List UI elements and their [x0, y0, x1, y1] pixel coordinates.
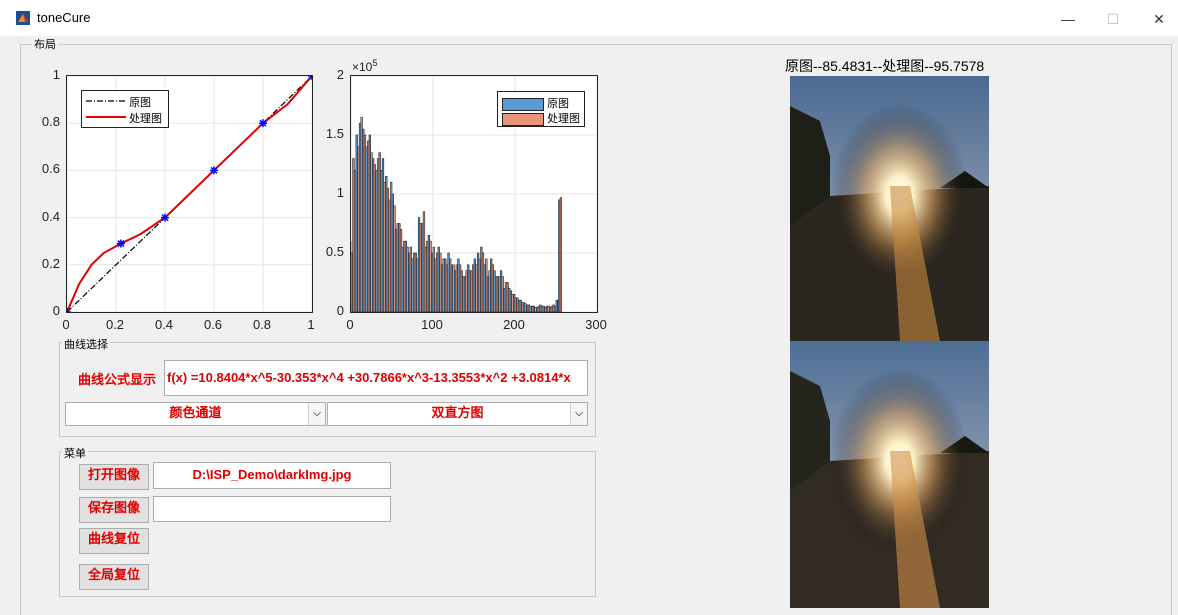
control-point-stroke — [67, 308, 71, 312]
curve-legend: 原图 处理图 — [81, 90, 169, 128]
curve-legend-original: 原图 — [86, 94, 151, 110]
histogram-x-tick: 300 — [585, 317, 607, 332]
save-image-button[interactable]: 保存图像 — [79, 497, 149, 523]
layout-panel: 布局 原图 处理图 原图 处理图 × — [12, 36, 1176, 615]
chevron-down-icon: ⌵ — [570, 403, 587, 425]
curve-legend-processed: 处理图 — [86, 110, 162, 126]
control-point — [210, 166, 218, 175]
orange-swatch-icon — [502, 112, 544, 126]
control-point-stroke — [117, 240, 125, 248]
curve-x-tick: 0.2 — [105, 317, 125, 332]
control-point-stroke — [308, 76, 312, 80]
histogram-y-tick: 0.5 — [325, 244, 344, 259]
histogram-exponent: ×105 — [352, 58, 378, 74]
open-path-field[interactable]: D:\ISP_Demo\darkImg.jpg — [153, 462, 391, 489]
curve-select-panel — [59, 342, 596, 437]
curve-y-tick: 0.8 — [41, 114, 60, 130]
menu-panel — [59, 451, 596, 597]
histogram-plot-svg[interactable] — [351, 76, 597, 312]
control-point — [259, 119, 267, 128]
curve-y-tick: 1 — [52, 67, 60, 82]
histogram-y-tick: 0 — [336, 303, 344, 318]
control-point — [67, 308, 71, 312]
reset-curve-button[interactable]: 曲线复位 — [79, 528, 149, 554]
formula-display: f(x) =10.8404*x^5-30.353*x^4 +30.7866*x^… — [164, 360, 588, 396]
chevron-down-icon: ⌵ — [308, 403, 325, 425]
histogram-legend-original: 原图 — [502, 95, 569, 111]
histogram-plot[interactable]: 原图 处理图 — [350, 75, 598, 313]
curve-y-tick: 0.4 — [41, 208, 60, 224]
solid-line-icon — [86, 116, 126, 118]
curve-x-tick: 0 — [62, 317, 70, 332]
curve-x-tick: 0.8 — [252, 317, 272, 332]
processed-image — [790, 341, 989, 608]
sunset-photo-original — [790, 76, 989, 341]
curve-x-tick: 0.6 — [203, 317, 223, 332]
histogram-x-tick: 200 — [503, 317, 525, 332]
curve-x-tick: 0.4 — [154, 317, 174, 332]
menu-label: 菜单 — [62, 445, 88, 461]
curve-y-tick: 0.6 — [41, 161, 60, 177]
histogram-bar-processed — [559, 197, 563, 312]
window-title: toneCure — [37, 10, 91, 25]
histogram-mode-dropdown[interactable]: 双直方图 ⌵ — [327, 402, 588, 426]
control-point-stroke — [210, 166, 218, 174]
layout-frame — [20, 44, 1172, 615]
histogram-x-tick: 100 — [421, 317, 443, 332]
color-channel-dropdown[interactable]: 颜色通道 ⌵ — [65, 402, 326, 426]
close-button[interactable]: ✕ — [1153, 11, 1165, 27]
curve-y-tick: 0 — [52, 303, 60, 318]
matlab-app-icon — [16, 11, 30, 25]
curve-x-tick: 1 — [307, 317, 315, 332]
control-point — [116, 239, 125, 248]
maximize-button[interactable]: ☐ — [1106, 11, 1120, 27]
layout-panel-label: 布局 — [32, 36, 58, 52]
minimize-button[interactable]: — — [1061, 11, 1075, 27]
sunset-photo-processed — [790, 341, 989, 608]
histogram-y-tick: 2 — [336, 67, 344, 82]
curve-plot[interactable]: 原图 处理图 — [66, 75, 313, 313]
formula-label: 曲线公式显示 — [78, 373, 157, 388]
histogram-legend-processed: 处理图 — [502, 110, 580, 126]
histogram-x-tick: 0 — [346, 317, 354, 332]
open-image-button[interactable]: 打开图像 — [79, 464, 149, 490]
histogram-y-tick: 1 — [336, 185, 344, 200]
histogram-legend: 原图 处理图 — [497, 91, 585, 127]
control-point-stroke — [161, 214, 169, 222]
control-point — [308, 76, 312, 80]
dashdot-line-icon — [86, 100, 126, 102]
curve-select-label: 曲线选择 — [62, 336, 110, 352]
control-point — [161, 213, 169, 222]
curve-y-tick: 0.2 — [41, 255, 60, 271]
title-bar: toneCure — ☐ ✕ — [0, 0, 1178, 36]
image-comparison-title: 原图--85.4831--处理图--95.7578 — [785, 58, 985, 74]
original-image — [790, 76, 989, 341]
curve-plot-svg[interactable] — [67, 76, 312, 312]
reset-all-button[interactable]: 全局复位 — [79, 564, 149, 590]
save-path-field[interactable] — [153, 496, 391, 522]
control-point-stroke — [259, 119, 267, 127]
histogram-y-tick: 1.5 — [325, 126, 344, 141]
blue-swatch-icon — [502, 97, 544, 111]
